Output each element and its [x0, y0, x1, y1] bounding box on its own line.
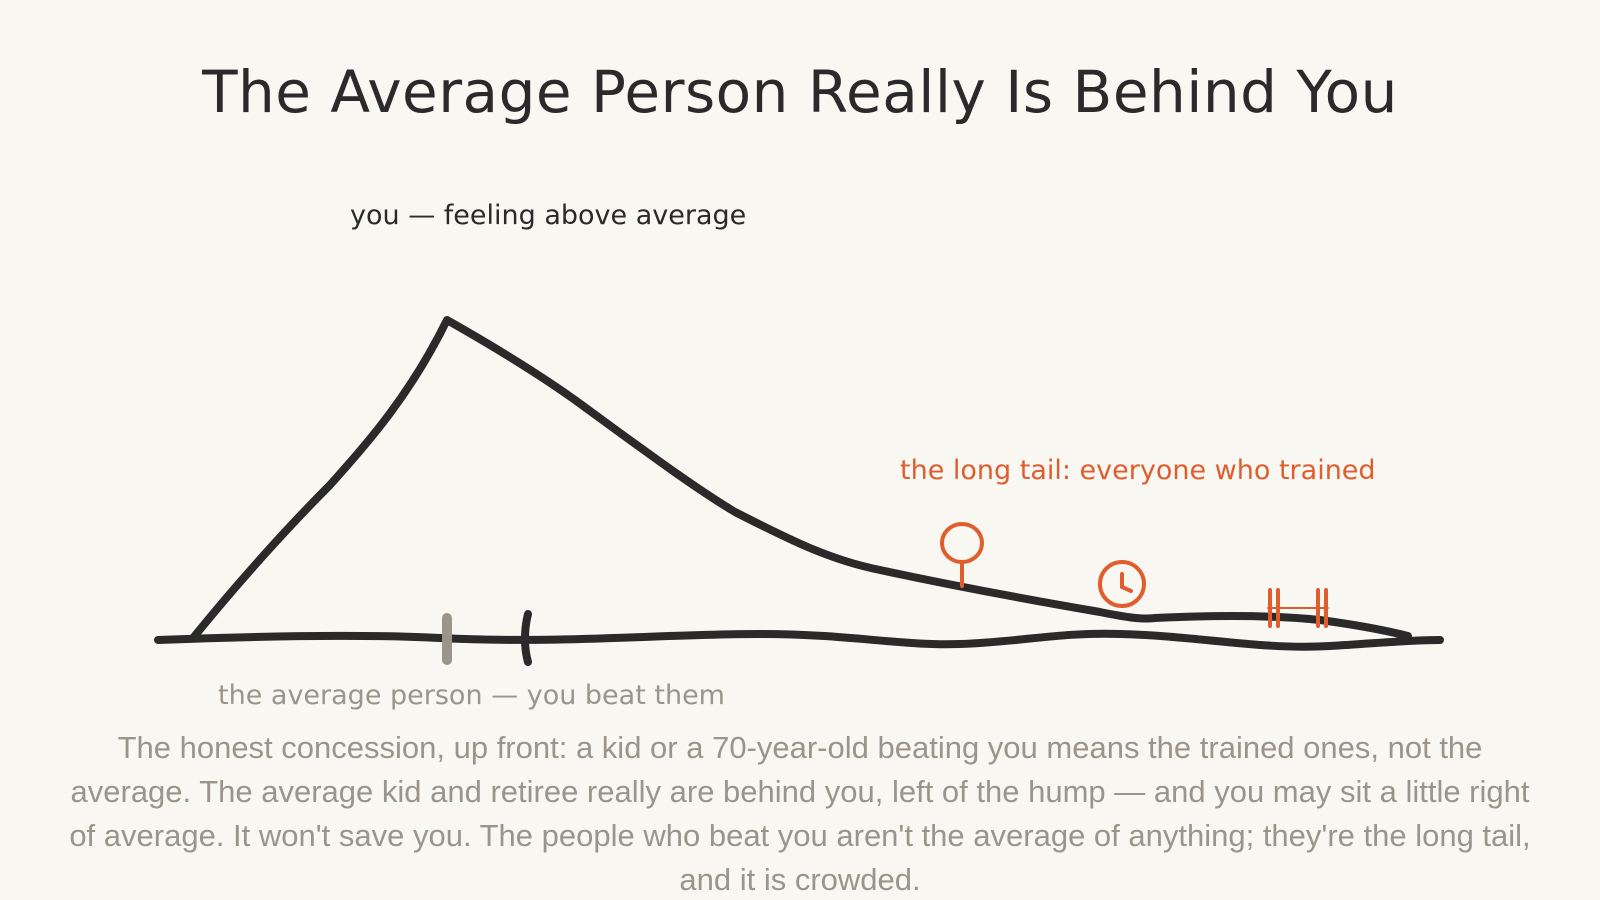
you-label: you — feeling above average	[350, 200, 747, 231]
stopwatch-icon	[1098, 560, 1146, 608]
average-marker	[442, 613, 452, 665]
long-tail-label: the long tail: everyone who trained	[900, 455, 1376, 486]
tennis-racket-icon	[940, 522, 984, 588]
baseline	[154, 629, 1444, 651]
you-marker	[521, 610, 532, 666]
caption-paragraph: The honest concession, up front: a kid o…	[69, 730, 1531, 897]
barbell-icon	[1267, 588, 1329, 628]
average-person-label: the average person — you beat them	[218, 680, 725, 711]
page-title: The Average Person Really Is Behind You	[202, 58, 1398, 126]
distribution-curve	[189, 316, 1412, 642]
